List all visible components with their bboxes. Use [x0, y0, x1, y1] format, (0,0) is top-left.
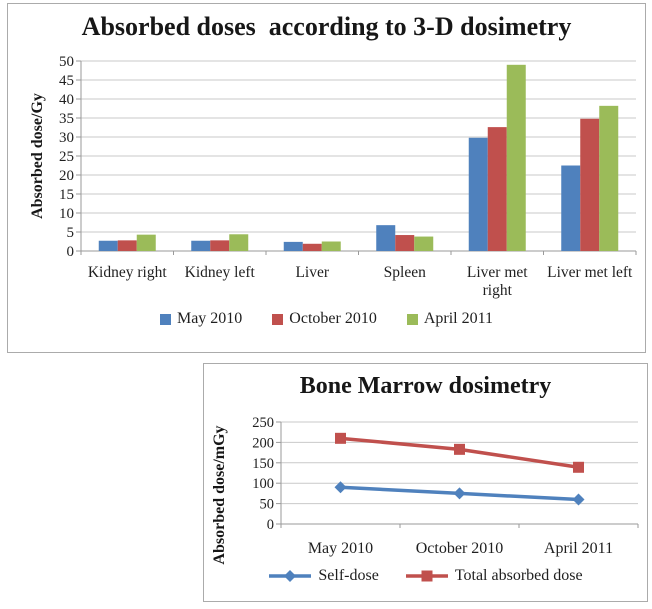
- x-category-label: right: [483, 282, 513, 299]
- bar-chart-panel: Absorbed doses according to 3-D dosimetr…: [7, 3, 646, 353]
- bar: [321, 241, 341, 251]
- diamond-marker: [572, 493, 585, 506]
- legend-line-marker-icon: [405, 570, 448, 582]
- y-tick-label: 100: [252, 476, 274, 492]
- y-tick-label: 35: [59, 111, 74, 127]
- legend-item: Total absorbed dose: [405, 567, 583, 585]
- bar: [468, 137, 488, 251]
- legend-diamond: [284, 570, 297, 582]
- line-series-1: [335, 432, 584, 473]
- y-tick-label: 30: [59, 130, 74, 146]
- legend-label: Total absorbed dose: [454, 567, 583, 584]
- bar-chart-plot: 0 5 10 15 20 25 30 35 40 45 50 Kidney right Kidney l…: [59, 54, 637, 299]
- bar: [561, 165, 581, 251]
- legend-square: [421, 570, 433, 582]
- legend-item: Self-dose: [268, 567, 379, 585]
- legend-swatch-icon: [272, 313, 284, 325]
- y-tick-label: 50: [59, 54, 74, 70]
- bar: [376, 225, 396, 251]
- line-chart-plot: 0 50 100 150 200 250 May 2010 October 2010 April…: [252, 415, 639, 557]
- y-tick-label: 0: [267, 517, 274, 533]
- bar: [599, 105, 619, 251]
- legend-label: Self-dose: [318, 567, 379, 584]
- x-category-label: April 2011: [544, 540, 613, 557]
- y-tick-label: 0: [67, 244, 75, 260]
- bar: [210, 240, 230, 251]
- y-tick-label: 45: [59, 73, 74, 89]
- x-category-label: Kidney left: [185, 264, 256, 281]
- line-series-0: [334, 481, 585, 506]
- x-category-label: Liver met: [467, 264, 528, 281]
- x-category-label: Liver: [295, 264, 329, 281]
- diamond-marker: [334, 481, 347, 494]
- bar-chart-title: Absorbed doses according to 3-D dosimetr…: [81, 12, 572, 41]
- bar: [487, 127, 507, 251]
- y-tick-label: 150: [252, 456, 274, 472]
- legend-label: April 2011: [423, 310, 494, 327]
- y-tick-label: 20: [59, 168, 74, 184]
- y-tick-label: 50: [260, 497, 275, 513]
- x-category-label: Liver met left: [547, 264, 633, 281]
- bar: [302, 243, 322, 251]
- line-chart-title: Bone Marrow dosimetry: [299, 373, 552, 399]
- legend-item: October 2010: [272, 310, 377, 328]
- square-marker: [573, 461, 584, 473]
- y-tick-label: 250: [252, 415, 274, 431]
- bar-series-2: [136, 64, 619, 251]
- x-category-label: October 2010: [416, 540, 504, 557]
- diamond-marker: [453, 487, 466, 500]
- x-category-label: Kidney right: [88, 264, 167, 281]
- bar: [191, 240, 211, 251]
- legend-item: May 2010: [159, 310, 243, 328]
- bar: [117, 240, 137, 251]
- bar: [136, 234, 156, 251]
- square-marker: [454, 443, 465, 455]
- y-tick-label: 200: [252, 435, 274, 451]
- x-category-label: May 2010: [308, 540, 373, 557]
- bar: [506, 64, 526, 251]
- bar-chart-legend: May 2010 October 2010 April 2011: [8, 310, 645, 328]
- bar-series-0: [98, 137, 581, 251]
- legend-label: October 2010: [289, 310, 377, 327]
- legend-item: April 2011: [406, 310, 494, 328]
- legend-swatch-icon: [406, 313, 418, 325]
- bar: [395, 235, 415, 251]
- legend-swatch-icon: [159, 313, 171, 325]
- bar: [229, 234, 249, 251]
- bar: [580, 118, 600, 251]
- bar: [98, 240, 118, 251]
- y-tick-label: 10: [59, 206, 74, 222]
- legend-line-marker-icon: [269, 570, 312, 582]
- line-chart-panel: Bone Marrow dosimetry Absorbed dose/mGy …: [203, 363, 648, 602]
- y-tick-label: 5: [67, 225, 75, 241]
- bar: [414, 236, 434, 251]
- legend-label: May 2010: [176, 310, 243, 327]
- x-category-label: Spleen: [384, 264, 426, 281]
- bar: [283, 241, 303, 251]
- square-marker: [335, 432, 346, 444]
- y-tick-label: 25: [59, 149, 74, 165]
- y-tick-label: 40: [59, 92, 74, 108]
- line-chart-legend: Self-dose Total absorbed dose: [204, 567, 647, 585]
- bar-series-1: [117, 118, 600, 251]
- y-tick-label: 15: [59, 187, 74, 203]
